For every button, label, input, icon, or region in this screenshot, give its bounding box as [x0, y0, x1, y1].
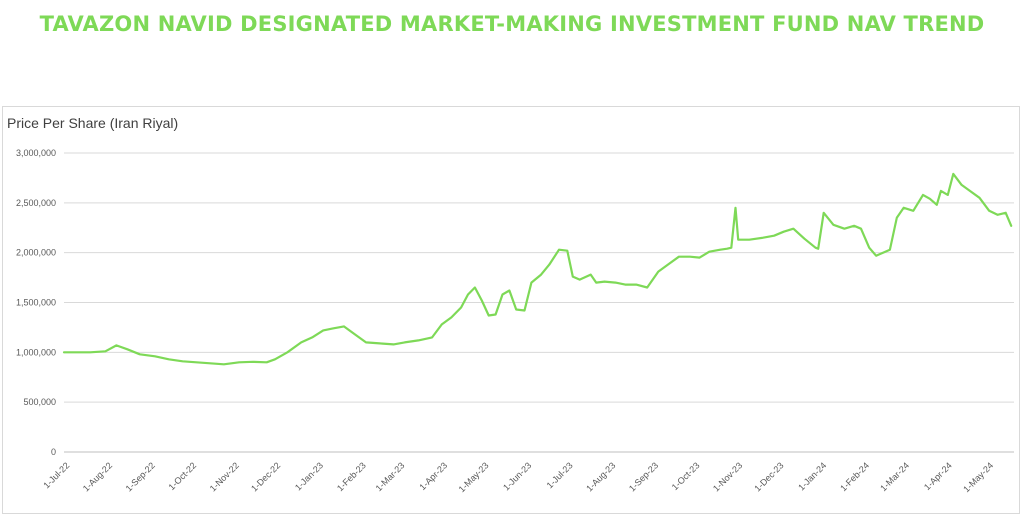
- x-tick-label: 1-Nov-23: [711, 460, 744, 493]
- x-tick-label: 1-Dec-23: [752, 460, 785, 493]
- x-tick-label: 1-Jul-22: [41, 460, 71, 490]
- y-tick-label: 1,000,000: [16, 347, 56, 357]
- x-tick-label: 1-Apr-23: [417, 460, 449, 492]
- y-tick-label: 2,500,000: [16, 198, 56, 208]
- x-tick-label: 1-Jan-24: [796, 460, 828, 492]
- gridlines: [64, 152, 1014, 453]
- page-title: TAVAZON NAVID DESIGNATED MARKET-MAKING I…: [39, 12, 985, 36]
- x-tick-label: 1-Jun-23: [501, 460, 533, 492]
- x-tick-label: 1-Aug-22: [81, 460, 114, 493]
- x-tick-label: 1-Jul-23: [545, 460, 575, 490]
- x-tick-label: 1-May-23: [457, 460, 491, 494]
- x-tick-label: 1-Oct-23: [670, 460, 702, 492]
- x-tick-label: 1-Dec-22: [249, 460, 282, 493]
- y-tick-label: 1,500,000: [16, 298, 56, 308]
- x-tick-label: 1-Mar-24: [878, 460, 911, 493]
- x-tick-label: 1-Sep-22: [124, 460, 157, 493]
- y-tick-label: 3,000,000: [16, 148, 56, 158]
- x-axis-ticks: 1-Jul-22 1-Aug-22 1-Sep-22 1-Oct-22 1-Nov-22…: [41, 460, 995, 494]
- x-tick-label: 1-Jan-23: [293, 460, 325, 492]
- y-tick-label: 2,000,000: [16, 248, 56, 258]
- x-tick-label: 1-Mar-23: [374, 460, 407, 493]
- x-tick-label: 1-Oct-22: [166, 460, 198, 492]
- x-tick-label: 1-Sep-23: [627, 460, 660, 493]
- nav-series-line: [62, 172, 1013, 366]
- y-tick-label: 500,000: [23, 397, 56, 407]
- x-tick-label: 1-May-24: [961, 460, 995, 494]
- x-tick-label: 1-Nov-22: [208, 460, 241, 493]
- x-tick-label: 1-Apr-24: [922, 460, 954, 492]
- x-tick-label: 1-Feb-24: [838, 460, 871, 493]
- y-axis-ticks: 0 500,000 1,000,000 1,500,000 2,000,000 2,500…: [16, 148, 56, 457]
- x-tick-label: 1-Feb-23: [335, 460, 368, 493]
- y-tick-label: 0: [51, 447, 56, 457]
- x-tick-label: 1-Aug-23: [584, 460, 617, 493]
- y-axis-title: Price Per Share (Iran Riyal): [7, 115, 178, 131]
- chart-area: [2, 106, 1020, 514]
